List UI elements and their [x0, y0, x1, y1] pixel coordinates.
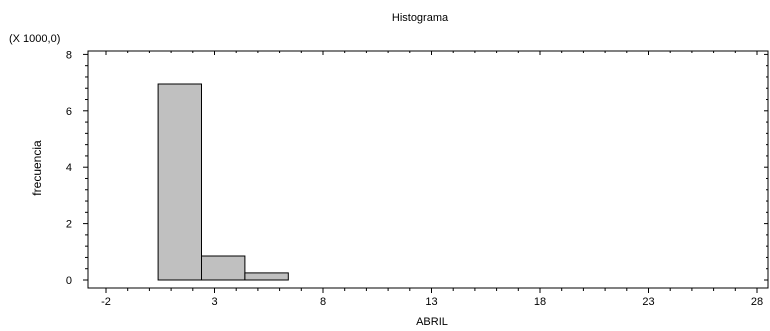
y-axis-label: frecuencia [30, 140, 44, 196]
x-tick-label: -2 [101, 296, 111, 308]
x-tick-label: 23 [642, 296, 654, 308]
x-axis-label: ABRIL [416, 316, 448, 328]
y-axis-ticks: 0 2 4 6 8 [66, 49, 768, 287]
x-tick-label: 18 [534, 296, 546, 308]
x-tick-label: 28 [751, 296, 763, 308]
x-tick-label: 13 [425, 296, 437, 308]
y-tick-label: 4 [66, 162, 72, 174]
y-tick-label: 6 [66, 106, 72, 118]
x-axis-ticks: -2 3 8 13 18 23 28 [101, 51, 763, 308]
y-multiplier-label: (X 1000,0) [9, 33, 60, 45]
histogram-bar-2 [201, 255, 246, 281]
y-tick-label: 8 [66, 49, 72, 61]
x-tick-label: 8 [320, 296, 326, 308]
x-tick-label: 3 [211, 296, 217, 308]
chart-title: Histograma [392, 12, 449, 24]
histogram-bar-3 [244, 272, 289, 281]
histogram-bars [157, 83, 289, 281]
plot-frame [87, 50, 769, 289]
y-tick-label: 0 [66, 275, 72, 287]
histogram-bar-1 [157, 83, 203, 281]
y-tick-label: 2 [66, 219, 72, 231]
